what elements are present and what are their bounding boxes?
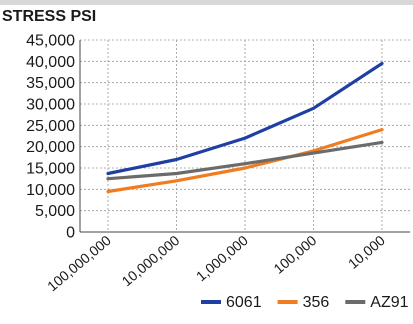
y-tick-label: 45,000 [26, 33, 75, 50]
x-tick-label: 10,000,000 [118, 232, 182, 289]
x-tick-label: 1,000,000 [193, 232, 251, 284]
y-tick-label: 30,000 [26, 97, 75, 114]
y-tick-label: 10,000 [26, 182, 75, 199]
x-tick-label: 10,000 [345, 232, 388, 272]
y-tick-label: 0 [66, 225, 75, 242]
legend-label-356: 356 [303, 294, 330, 311]
series-lines [106, 61, 384, 194]
y-tick-label: 5,000 [35, 203, 75, 220]
legend-label-6061: 6061 [226, 294, 262, 311]
x-tick-label: 100,000 [270, 232, 319, 277]
y-tick-labels: 45,000 40,000 35,000 30,000 25,000 20,000 15,0… [26, 33, 75, 242]
axes [79, 40, 410, 233]
x-tick-labels: 100,000,000 10,000,000 1,000,000 100,000 10,… [44, 232, 388, 294]
y-tick-label: 25,000 [26, 118, 75, 135]
x-tick-label: 100,000,000 [44, 232, 114, 294]
series-line-356 [106, 128, 384, 194]
series-line-6061 [106, 61, 384, 176]
cropped-caption-strip [0, 0, 413, 5]
y-tick-label: 15,000 [26, 161, 75, 178]
y-tick-label: 40,000 [26, 54, 75, 71]
y-tick-label: 35,000 [26, 75, 75, 92]
legend-label-az91: AZ91 [370, 294, 408, 311]
legend: 6061 356 AZ91 [201, 294, 409, 311]
y-tick-label: 20,000 [26, 139, 75, 156]
series-line-az91 [106, 140, 384, 181]
y-axis-title: STRESS PSI [2, 8, 96, 25]
